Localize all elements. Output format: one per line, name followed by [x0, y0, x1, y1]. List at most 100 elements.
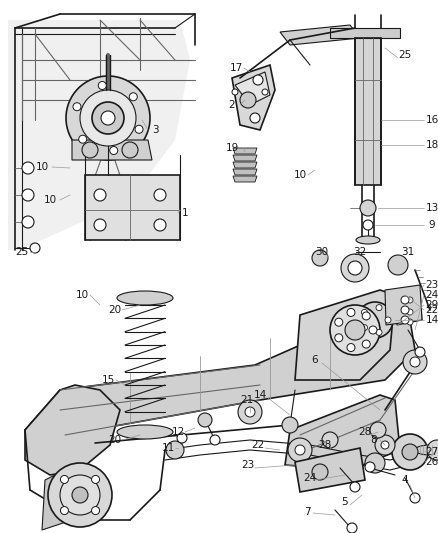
Circle shape [166, 441, 184, 459]
Circle shape [198, 413, 212, 427]
Text: 14: 14 [425, 315, 438, 325]
Text: 20: 20 [109, 435, 122, 445]
Circle shape [312, 250, 328, 266]
Circle shape [365, 453, 385, 473]
Circle shape [92, 506, 99, 514]
Text: 9: 9 [429, 220, 435, 230]
Circle shape [401, 306, 409, 314]
Text: 23: 23 [241, 460, 254, 470]
Polygon shape [72, 140, 152, 160]
Circle shape [322, 432, 338, 448]
Text: 16: 16 [425, 115, 438, 125]
Circle shape [348, 261, 362, 275]
Circle shape [60, 475, 100, 515]
Circle shape [22, 189, 34, 201]
Circle shape [73, 103, 81, 111]
Polygon shape [295, 290, 395, 380]
Circle shape [381, 441, 389, 449]
Text: 10: 10 [293, 170, 307, 180]
Polygon shape [295, 448, 365, 492]
Circle shape [60, 475, 68, 483]
Circle shape [238, 400, 262, 424]
Circle shape [154, 189, 166, 201]
Circle shape [410, 357, 420, 367]
Circle shape [415, 347, 425, 357]
Circle shape [72, 487, 88, 503]
Text: 24: 24 [425, 290, 438, 300]
Text: 29: 29 [425, 300, 438, 310]
Circle shape [92, 475, 99, 483]
Circle shape [407, 319, 413, 325]
Circle shape [347, 344, 355, 352]
Text: 11: 11 [161, 443, 175, 453]
Text: 5: 5 [342, 497, 348, 507]
Text: 20: 20 [109, 305, 122, 315]
Circle shape [402, 444, 418, 460]
Circle shape [262, 89, 268, 95]
Text: 15: 15 [101, 375, 115, 385]
Circle shape [250, 113, 260, 123]
Circle shape [335, 334, 343, 342]
Circle shape [94, 189, 106, 201]
Text: 17: 17 [230, 63, 243, 73]
Circle shape [129, 93, 137, 101]
Circle shape [369, 326, 377, 334]
Circle shape [401, 316, 409, 324]
Text: 32: 32 [353, 247, 367, 257]
Circle shape [392, 434, 428, 470]
Text: 30: 30 [315, 247, 328, 257]
Circle shape [245, 407, 255, 417]
Text: 18: 18 [425, 140, 438, 150]
Circle shape [362, 312, 370, 320]
Circle shape [407, 309, 413, 315]
Circle shape [363, 220, 373, 230]
Text: 14: 14 [253, 390, 267, 400]
Polygon shape [355, 38, 381, 185]
Circle shape [388, 255, 408, 275]
Text: 27: 27 [425, 447, 438, 457]
Polygon shape [25, 310, 415, 460]
Text: 22: 22 [425, 305, 438, 315]
Ellipse shape [117, 291, 173, 305]
Circle shape [407, 297, 413, 303]
Circle shape [312, 464, 328, 480]
Polygon shape [280, 25, 360, 45]
Circle shape [347, 523, 357, 533]
Ellipse shape [415, 445, 438, 455]
Polygon shape [385, 285, 422, 325]
Circle shape [365, 462, 375, 472]
Circle shape [177, 433, 187, 443]
Text: 31: 31 [401, 247, 415, 257]
Circle shape [357, 302, 393, 338]
Text: 23: 23 [425, 280, 438, 290]
Circle shape [79, 135, 87, 143]
Circle shape [361, 325, 367, 330]
Text: 26: 26 [425, 457, 438, 467]
Circle shape [66, 76, 150, 160]
Text: 6: 6 [312, 355, 318, 365]
Text: 10: 10 [35, 162, 49, 172]
Circle shape [288, 438, 312, 462]
Text: 19: 19 [226, 143, 239, 153]
Circle shape [335, 318, 343, 326]
Polygon shape [233, 169, 257, 175]
Circle shape [82, 142, 98, 158]
Circle shape [410, 493, 420, 503]
Text: 25: 25 [399, 50, 412, 60]
Circle shape [361, 309, 367, 316]
Text: 21: 21 [240, 395, 254, 405]
Polygon shape [8, 20, 190, 250]
Circle shape [110, 147, 118, 155]
Polygon shape [42, 465, 75, 530]
Circle shape [282, 417, 298, 433]
Circle shape [253, 75, 263, 85]
Circle shape [94, 219, 106, 231]
Text: 12: 12 [171, 427, 185, 437]
Circle shape [30, 243, 40, 253]
Text: 2: 2 [229, 100, 235, 110]
Circle shape [375, 435, 395, 455]
Polygon shape [233, 176, 257, 182]
Text: 24: 24 [304, 473, 317, 483]
Circle shape [232, 89, 238, 95]
Polygon shape [232, 65, 275, 130]
